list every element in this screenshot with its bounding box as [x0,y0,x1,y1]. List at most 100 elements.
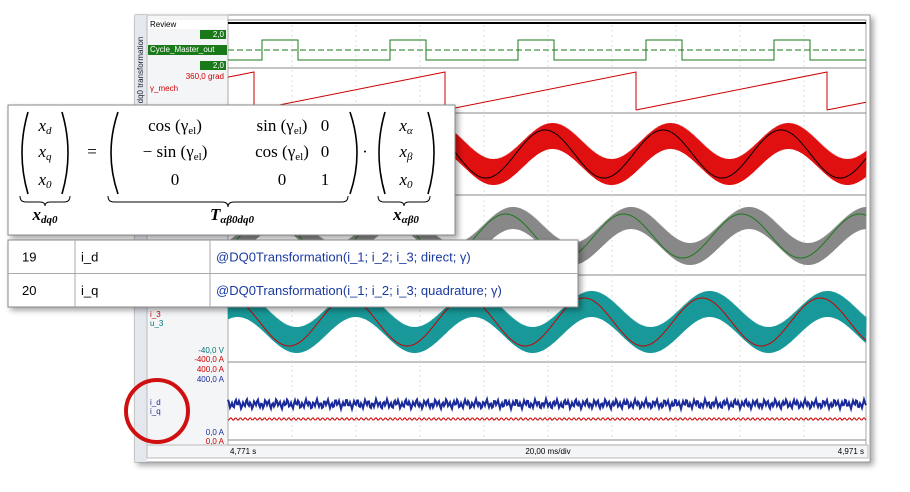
angle-name: γ_mech [150,84,178,93]
math-term: x0 [37,170,52,191]
underbrace [377,195,431,207]
review-box [148,20,227,29]
math-text: x [392,205,402,224]
math-text: x [32,205,42,224]
math-text: x [398,116,407,135]
review-label: Review [150,20,176,29]
angle-max: 360,0 grad [186,72,224,81]
iq-signal [227,417,867,421]
time-end: 4,971 s [838,447,864,456]
iq-min: 0,0 A [206,437,225,446]
i3-name: i_3 [150,310,161,319]
math-text: x [398,170,407,189]
table-cell: i_q [81,283,98,298]
math-term: sin (γel) [257,116,308,137]
u3-name: u_3 [150,319,164,328]
math-text: 0 [321,116,330,135]
math-text: sin (γ [257,116,295,135]
paren [378,111,435,195]
math-term: x0 [398,170,413,191]
math-subscript: αβ0 [402,214,420,226]
table-cell: @DQ0Transformation(i_1; i_2; i_3; direct… [216,249,471,264]
math-text: ) [202,142,208,161]
cycle-max: 2,0 [213,30,225,39]
math-text: cos (γ [148,116,189,135]
math-subscript: el [188,125,196,137]
math-text: ) [302,116,308,135]
math-text: ) [196,116,202,135]
math-term: − sin (γel) [143,142,208,163]
table-cell: 19 [22,249,36,264]
math-text: 0 [171,170,180,189]
math-term: xq [37,142,52,163]
iq-name: i_q [150,407,161,416]
math-subscript: el [294,125,302,137]
math-subscript: 0 [46,179,52,191]
highlight-circle [124,378,190,444]
scope-window: dq0 transformation Review 2,0 Cycle_Mast… [134,14,871,463]
math-term: xd [37,116,52,137]
time-start: 4,771 s [230,447,256,456]
value-box [200,61,226,70]
value-box [200,30,226,39]
sawtooth [227,71,867,111]
math-subscript: dq0 [41,214,58,226]
paren [110,111,358,195]
id-signal [227,395,867,413]
signal-band [227,290,867,354]
math-subscript: αβ0dq0 [220,214,254,226]
table-cell: 20 [22,283,36,298]
math-subscript: q [46,151,52,163]
math-subscript: α [407,125,413,137]
math-term: 1 [321,170,330,189]
math-text: ) [303,142,309,161]
id-max: 400,0 A [197,375,225,384]
math-term: Tαβ0dq0 [210,205,255,226]
math-text: x [398,142,407,161]
math-subscript: el [194,151,202,163]
iq-max: 400,0 A [197,365,225,374]
math-text: x [37,142,46,161]
math-text: T [210,205,221,224]
underbrace [19,195,71,207]
table: 19 i_d @DQ0Transformation(i_1; i_2; i_3; d… [8,240,578,307]
time-div: 20,00 ms/div [525,447,570,456]
math-text: 1 [321,170,330,189]
cycle-min: 2,0 [213,61,225,70]
math-term: xβ [398,142,413,163]
math-text: x [37,116,46,135]
math-text: x [37,170,46,189]
name-box [148,45,227,55]
id-min: 0,0 A [206,428,225,437]
math-term: 0 [321,116,330,135]
math-equals: = [87,142,97,161]
math-term: cos (γel) [148,116,202,137]
table-cell: i_d [81,249,98,264]
id-name: i_d [150,398,161,407]
math-term: cos (γel) [255,142,309,163]
math-subscript: d [46,125,52,137]
paren [21,111,69,195]
math-text: 0 [321,142,330,161]
math-text: − sin (γ [143,142,195,161]
math-term: xdq0 [32,205,59,226]
math-subscript: el [295,151,303,163]
math-term: 0 [171,170,180,189]
i3-min: -400,0 A [194,355,224,364]
cycle-name: Cycle_Master_out [150,45,215,54]
math-subscript: 0 [407,179,413,191]
math-text: 0 [278,170,287,189]
math-subscript: β [406,151,413,163]
math-term: 0 [278,170,287,189]
math-text: cos (γ [255,142,296,161]
table-cell: @DQ0Transformation(i_1; i_2; i_3; quadra… [216,283,502,298]
formula-table: 19 i_d @DQ0Transformation(i_1; i_2; i_3; d… [7,239,579,308]
math-term: xα [398,116,413,137]
u3-min: -40,0 V [198,346,224,355]
side-title: dq0 transformation [136,37,145,104]
math-term: xαβ0 [392,205,419,226]
math-term: 0 [321,142,330,161]
